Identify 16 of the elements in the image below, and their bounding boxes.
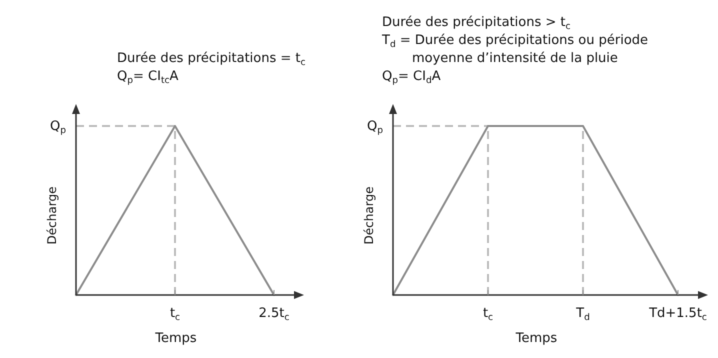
text: Q$_{p}$= CI$_{tc}$A bbox=[117, 69, 179, 86]
x-tick-label: t$_{c}$ bbox=[482, 306, 494, 323]
text: Durée des précipitations = t$_{c}$ bbox=[117, 51, 306, 68]
ref-line-label: Q$_{p}$ bbox=[50, 119, 66, 136]
text: Durée des précipitations > t$_{c}$ bbox=[382, 15, 571, 32]
x-axis-title: Temps bbox=[154, 331, 197, 346]
x-axis-title: Temps bbox=[514, 331, 558, 346]
ref-line-label: Q$_{p}$ bbox=[366, 119, 384, 136]
x-tick-label: Td+1.5t$_{c}$ bbox=[648, 306, 707, 323]
text: T$_{d}$ = Durée des précipitations ou période moyenne d’intensité de la pluie bbox=[381, 33, 648, 66]
x-tick-label: t$_{c}$ bbox=[170, 306, 180, 323]
text: Q$_{p}$= CI$_{d}$A bbox=[382, 69, 441, 86]
x-tick-label: 2.5t$_{c}$ bbox=[258, 306, 290, 323]
x-tick-label: T$_{d}$ bbox=[575, 306, 590, 323]
y-axis-title: Décharge bbox=[45, 186, 59, 244]
y-axis-title: Décharge bbox=[362, 186, 376, 244]
